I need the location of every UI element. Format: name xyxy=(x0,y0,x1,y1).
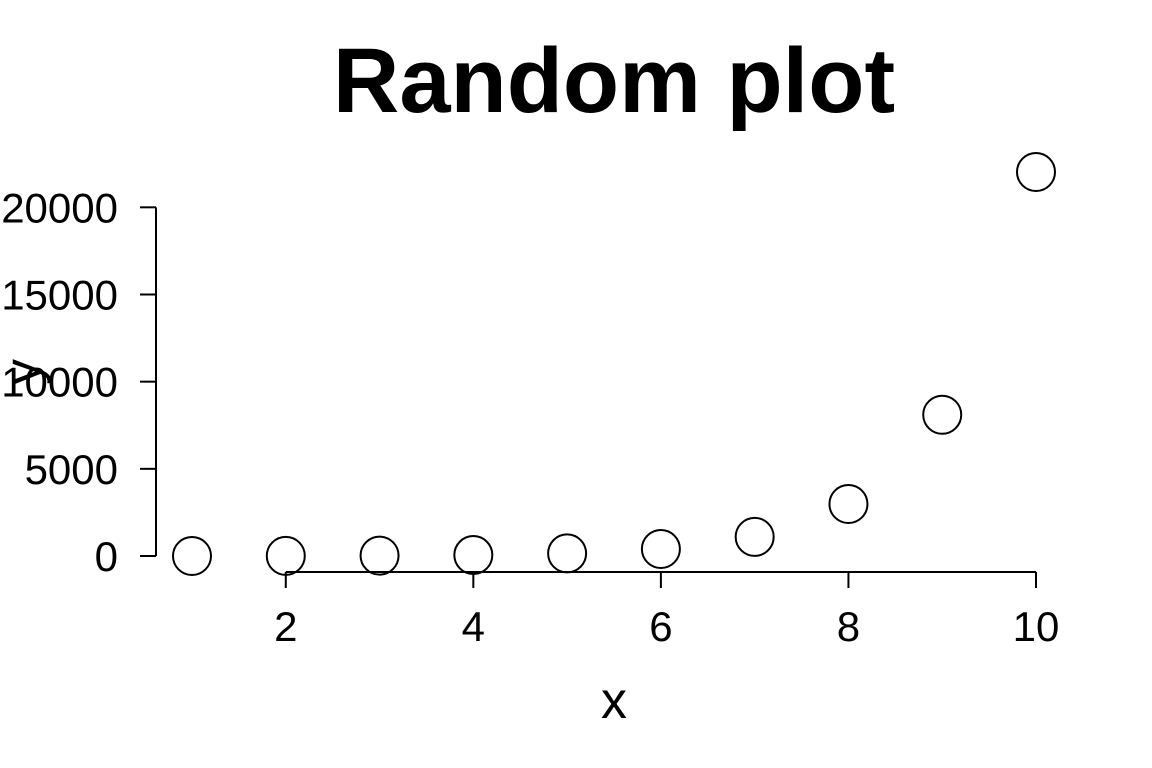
y-ticks: 0 5000 10000 15000 20000 xyxy=(1,184,156,580)
y-tick-label: 10000 xyxy=(1,359,118,406)
x-tick-label: 4 xyxy=(462,603,485,650)
y-tick-label: 5000 xyxy=(25,446,118,493)
x-tick-label: 8 xyxy=(837,603,860,650)
data-point xyxy=(734,516,775,557)
data-point xyxy=(828,484,869,525)
y-tick-label: 0 xyxy=(95,533,118,580)
x-tick-label: 2 xyxy=(274,603,297,650)
y-tick-label: 15000 xyxy=(1,271,118,318)
data-point xyxy=(172,535,212,576)
chart-title: Random plot xyxy=(333,30,895,132)
data-point xyxy=(922,394,963,435)
data-points xyxy=(172,152,1056,576)
x-tick-label: 10 xyxy=(1013,603,1060,650)
y-tick-label: 20000 xyxy=(1,184,118,231)
data-point xyxy=(547,533,588,574)
data-point xyxy=(359,535,400,576)
data-point xyxy=(640,528,681,569)
data-point xyxy=(265,535,306,576)
x-tick-label: 6 xyxy=(649,603,672,650)
data-point xyxy=(1016,152,1056,192)
x-axis-label: x xyxy=(601,672,627,730)
data-point xyxy=(453,535,494,576)
y-axis-label: y xyxy=(0,359,52,385)
x-ticks: 2 4 6 8 10 xyxy=(274,572,1059,650)
